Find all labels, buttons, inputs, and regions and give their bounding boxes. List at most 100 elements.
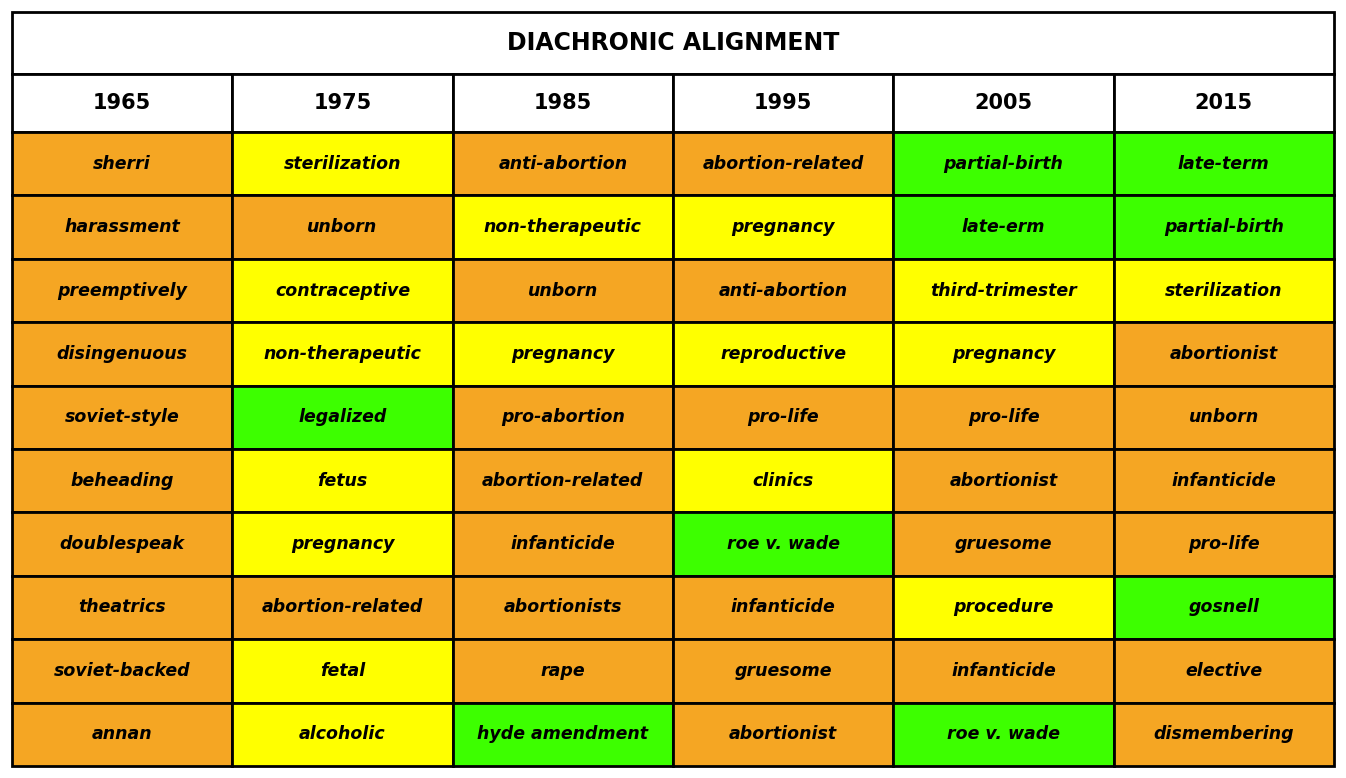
Bar xyxy=(673,513,894,576)
Bar xyxy=(12,449,233,513)
Bar xyxy=(1113,576,1334,640)
Text: contraceptive: contraceptive xyxy=(275,282,411,300)
Bar xyxy=(673,74,894,132)
Text: 2005: 2005 xyxy=(975,93,1032,113)
Text: abortion-related: abortion-related xyxy=(262,598,423,616)
Text: unborn: unborn xyxy=(307,218,378,236)
Text: abortionist: abortionist xyxy=(949,471,1058,489)
Text: non-therapeutic: non-therapeutic xyxy=(485,218,642,236)
Text: gruesome: gruesome xyxy=(954,535,1053,553)
Text: anti-abortion: anti-abortion xyxy=(719,282,848,300)
Bar xyxy=(894,640,1113,703)
Text: harassment: harassment xyxy=(65,218,180,236)
Text: pro-life: pro-life xyxy=(747,408,818,426)
Text: pregnancy: pregnancy xyxy=(952,345,1055,363)
Text: legalized: legalized xyxy=(299,408,386,426)
Text: pregnancy: pregnancy xyxy=(511,345,615,363)
Bar xyxy=(894,132,1113,195)
Text: preemptively: preemptively xyxy=(57,282,187,300)
Bar xyxy=(1113,132,1334,195)
Bar xyxy=(894,386,1113,449)
Text: 1985: 1985 xyxy=(534,93,592,113)
Bar xyxy=(1113,386,1334,449)
Text: roe v. wade: roe v. wade xyxy=(948,725,1061,743)
Bar xyxy=(452,449,673,513)
Text: annan: annan xyxy=(92,725,152,743)
Text: sterilization: sterilization xyxy=(1166,282,1283,300)
Bar xyxy=(894,259,1113,322)
Text: procedure: procedure xyxy=(953,598,1054,616)
Bar xyxy=(233,703,452,766)
Text: theatrics: theatrics xyxy=(78,598,166,616)
Bar xyxy=(12,640,233,703)
Bar xyxy=(452,322,673,386)
Bar xyxy=(233,195,452,259)
Text: abortionist: abortionist xyxy=(730,725,837,743)
Text: fetal: fetal xyxy=(320,662,365,680)
Bar xyxy=(233,449,452,513)
Bar xyxy=(452,640,673,703)
Text: 2015: 2015 xyxy=(1195,93,1253,113)
Text: clinics: clinics xyxy=(752,471,814,489)
Bar xyxy=(894,74,1113,132)
Text: rape: rape xyxy=(541,662,586,680)
Bar xyxy=(1113,449,1334,513)
Text: beheading: beheading xyxy=(70,471,174,489)
Text: late-erm: late-erm xyxy=(962,218,1046,236)
Text: unborn: unborn xyxy=(1189,408,1259,426)
Text: soviet-backed: soviet-backed xyxy=(54,662,191,680)
Text: sherri: sherri xyxy=(93,155,151,173)
Bar xyxy=(673,703,894,766)
Text: infanticide: infanticide xyxy=(952,662,1055,680)
Bar xyxy=(1113,640,1334,703)
Bar xyxy=(452,386,673,449)
Bar xyxy=(1113,322,1334,386)
Bar xyxy=(452,132,673,195)
Bar xyxy=(452,259,673,322)
Text: dismembering: dismembering xyxy=(1154,725,1294,743)
Text: infanticide: infanticide xyxy=(510,535,615,553)
Text: third-trimester: third-trimester xyxy=(930,282,1077,300)
Text: non-therapeutic: non-therapeutic xyxy=(264,345,421,363)
Text: doublespeak: doublespeak xyxy=(59,535,184,553)
Bar xyxy=(233,513,452,576)
Text: gruesome: gruesome xyxy=(735,662,832,680)
Bar xyxy=(673,386,894,449)
Bar xyxy=(894,703,1113,766)
Text: fetus: fetus xyxy=(318,471,367,489)
Bar xyxy=(894,195,1113,259)
Bar xyxy=(673,449,894,513)
Bar xyxy=(452,513,673,576)
Text: anti-abortion: anti-abortion xyxy=(498,155,627,173)
Bar xyxy=(673,322,894,386)
Text: gosnell: gosnell xyxy=(1189,598,1260,616)
Bar xyxy=(233,576,452,640)
Bar xyxy=(452,195,673,259)
Bar xyxy=(233,259,452,322)
Bar xyxy=(673,640,894,703)
Bar xyxy=(233,640,452,703)
Bar xyxy=(1113,259,1334,322)
Bar xyxy=(233,322,452,386)
Text: 1965: 1965 xyxy=(93,93,151,113)
Text: 1995: 1995 xyxy=(754,93,813,113)
Text: disingenuous: disingenuous xyxy=(57,345,187,363)
Text: abortionists: abortionists xyxy=(503,598,622,616)
Bar xyxy=(12,322,233,386)
Text: 1975: 1975 xyxy=(314,93,371,113)
Bar xyxy=(12,513,233,576)
Text: pro-life: pro-life xyxy=(1189,535,1260,553)
Text: infanticide: infanticide xyxy=(731,598,836,616)
Bar xyxy=(1113,195,1334,259)
Bar xyxy=(12,576,233,640)
Bar xyxy=(12,386,233,449)
Bar xyxy=(12,703,233,766)
Bar xyxy=(894,449,1113,513)
Bar xyxy=(12,74,233,132)
Text: abortion-related: abortion-related xyxy=(703,155,864,173)
Bar xyxy=(673,132,894,195)
Text: pro-life: pro-life xyxy=(968,408,1039,426)
Text: sterilization: sterilization xyxy=(284,155,401,173)
Text: reproductive: reproductive xyxy=(720,345,847,363)
Text: pro-abortion: pro-abortion xyxy=(501,408,625,426)
